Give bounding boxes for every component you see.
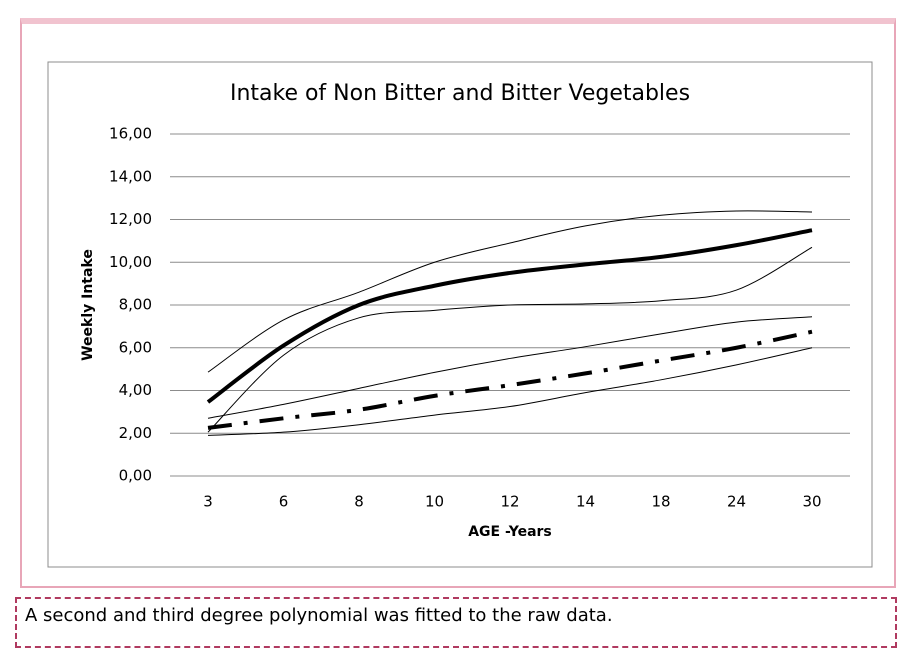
chart-area — [47, 61, 873, 568]
y-tick-label: 16,00 — [109, 125, 152, 143]
x-tick-label: 6 — [279, 493, 289, 511]
series-line — [207, 246, 813, 433]
x-tick-label: 3 — [203, 493, 213, 511]
frame — [20, 18, 896, 588]
x-tick-label: 8 — [354, 493, 364, 511]
x-tick-label: 18 — [651, 493, 670, 511]
y-tick-label: 2,00 — [119, 424, 152, 442]
series-line — [207, 210, 813, 373]
x-tick-label: 12 — [500, 493, 519, 511]
y-tick-label: 6,00 — [119, 338, 152, 356]
y-tick-label: 14,00 — [109, 167, 152, 185]
y-tick-label: 8,00 — [119, 296, 152, 314]
x-axis-title: AGE -Years — [468, 524, 552, 540]
series-line — [207, 347, 813, 436]
y-tick-label: 4,00 — [119, 381, 152, 399]
caption: A second and third degree polynomial was… — [15, 597, 897, 648]
x-tick-label: 10 — [425, 493, 444, 511]
series-line — [207, 316, 813, 419]
y-tick-label: 12,00 — [109, 210, 152, 228]
x-tick-label: 24 — [727, 493, 746, 511]
x-tick-label: 30 — [802, 493, 821, 511]
y-tick-label: 10,00 — [109, 253, 152, 271]
series-line — [206, 228, 813, 404]
x-tick-label: 14 — [576, 493, 595, 511]
chart-title: Intake of Non Bitter and Bitter Vegetabl… — [230, 81, 690, 106]
y-tick-label: 0,00 — [119, 467, 152, 485]
y-axis-title: Weekly Intake — [80, 249, 96, 361]
